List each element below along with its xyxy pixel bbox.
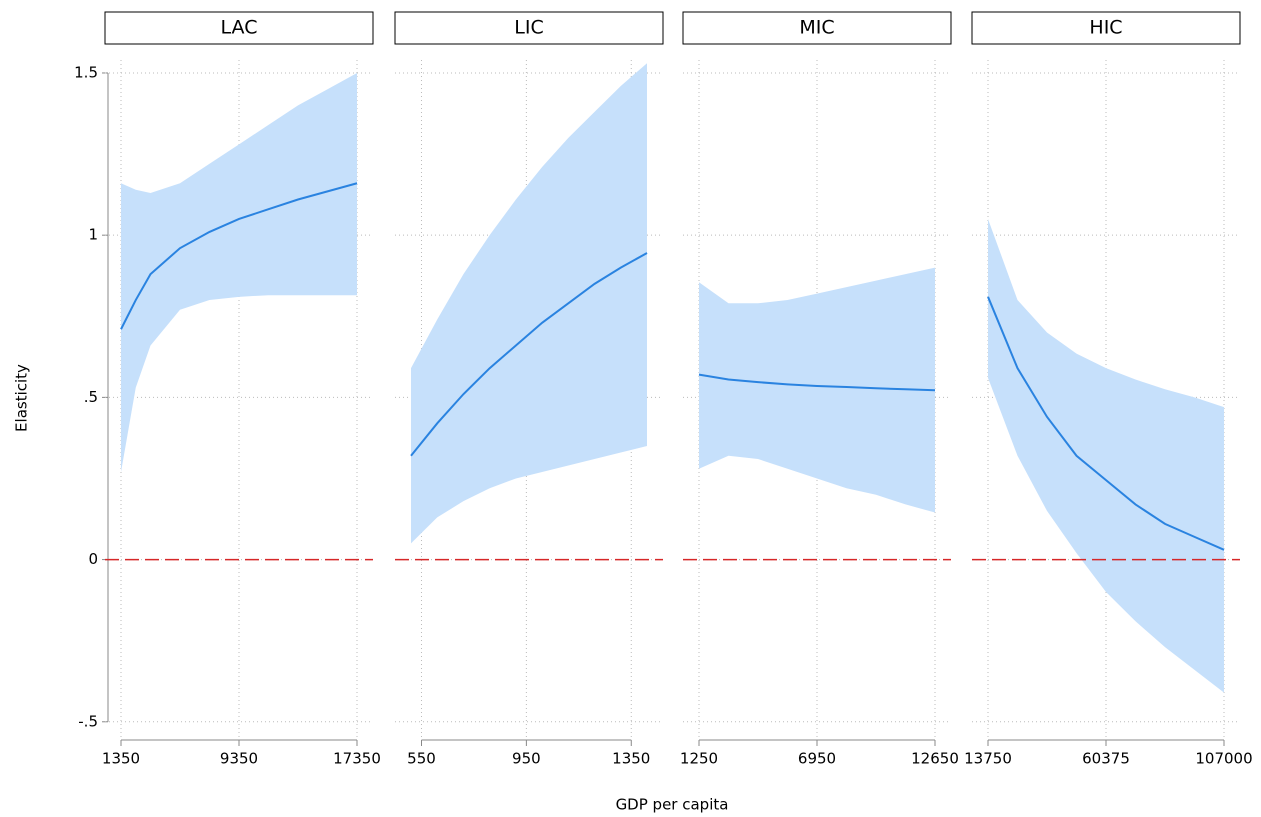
x-tick-label: 12650: [911, 750, 959, 768]
x-tick-label: 1250: [680, 750, 718, 768]
line: [698, 373, 936, 392]
line: [120, 182, 358, 330]
line: [987, 296, 1225, 551]
x-tick-label: 17350: [333, 750, 381, 768]
panel-header: [971, 11, 1241, 45]
x-tick-label: 1350: [102, 750, 140, 768]
x-tick-label: 13750: [964, 750, 1012, 768]
confidence-band: [699, 267, 935, 513]
x-tick-label: 60375: [1082, 750, 1130, 768]
x-tick-label: 107000: [1195, 750, 1252, 768]
line: [410, 252, 648, 457]
y-axis-label: Elasticity: [13, 364, 31, 432]
y-tick-label: 1.5: [74, 63, 98, 81]
y-tick-label: .5: [84, 388, 98, 406]
x-axis-label: GDP per capita: [616, 796, 729, 814]
panel-header: [104, 11, 374, 45]
panel: MIC 1250 6950 12650: [680, 11, 959, 768]
y-tick-label: -.5: [78, 712, 98, 730]
panel-title: LAC: [221, 17, 258, 39]
x-tick-label: 550: [407, 750, 436, 768]
x-tick-label: 1350: [612, 750, 650, 768]
panel-title: HIC: [1089, 17, 1122, 39]
y-tick-label: 1: [88, 226, 98, 244]
panel-title: LIC: [514, 17, 543, 39]
confidence-band: [121, 72, 357, 472]
panel-header: [394, 11, 664, 45]
x-tick-label: 6950: [798, 750, 836, 768]
panel-header: [682, 11, 952, 45]
confidence-band: [411, 63, 647, 544]
confidence-band: [988, 218, 1224, 693]
panel-title: MIC: [799, 17, 834, 39]
panel: LIC 550 950 1350: [394, 11, 664, 768]
x-tick-label: 9350: [220, 750, 258, 768]
panel: HIC 13750 60375 107000: [964, 11, 1253, 768]
y-tick-label: 0: [88, 550, 98, 568]
x-tick-label: 950: [512, 750, 541, 768]
panel: LAC 1350 9350 17350: [102, 11, 381, 768]
